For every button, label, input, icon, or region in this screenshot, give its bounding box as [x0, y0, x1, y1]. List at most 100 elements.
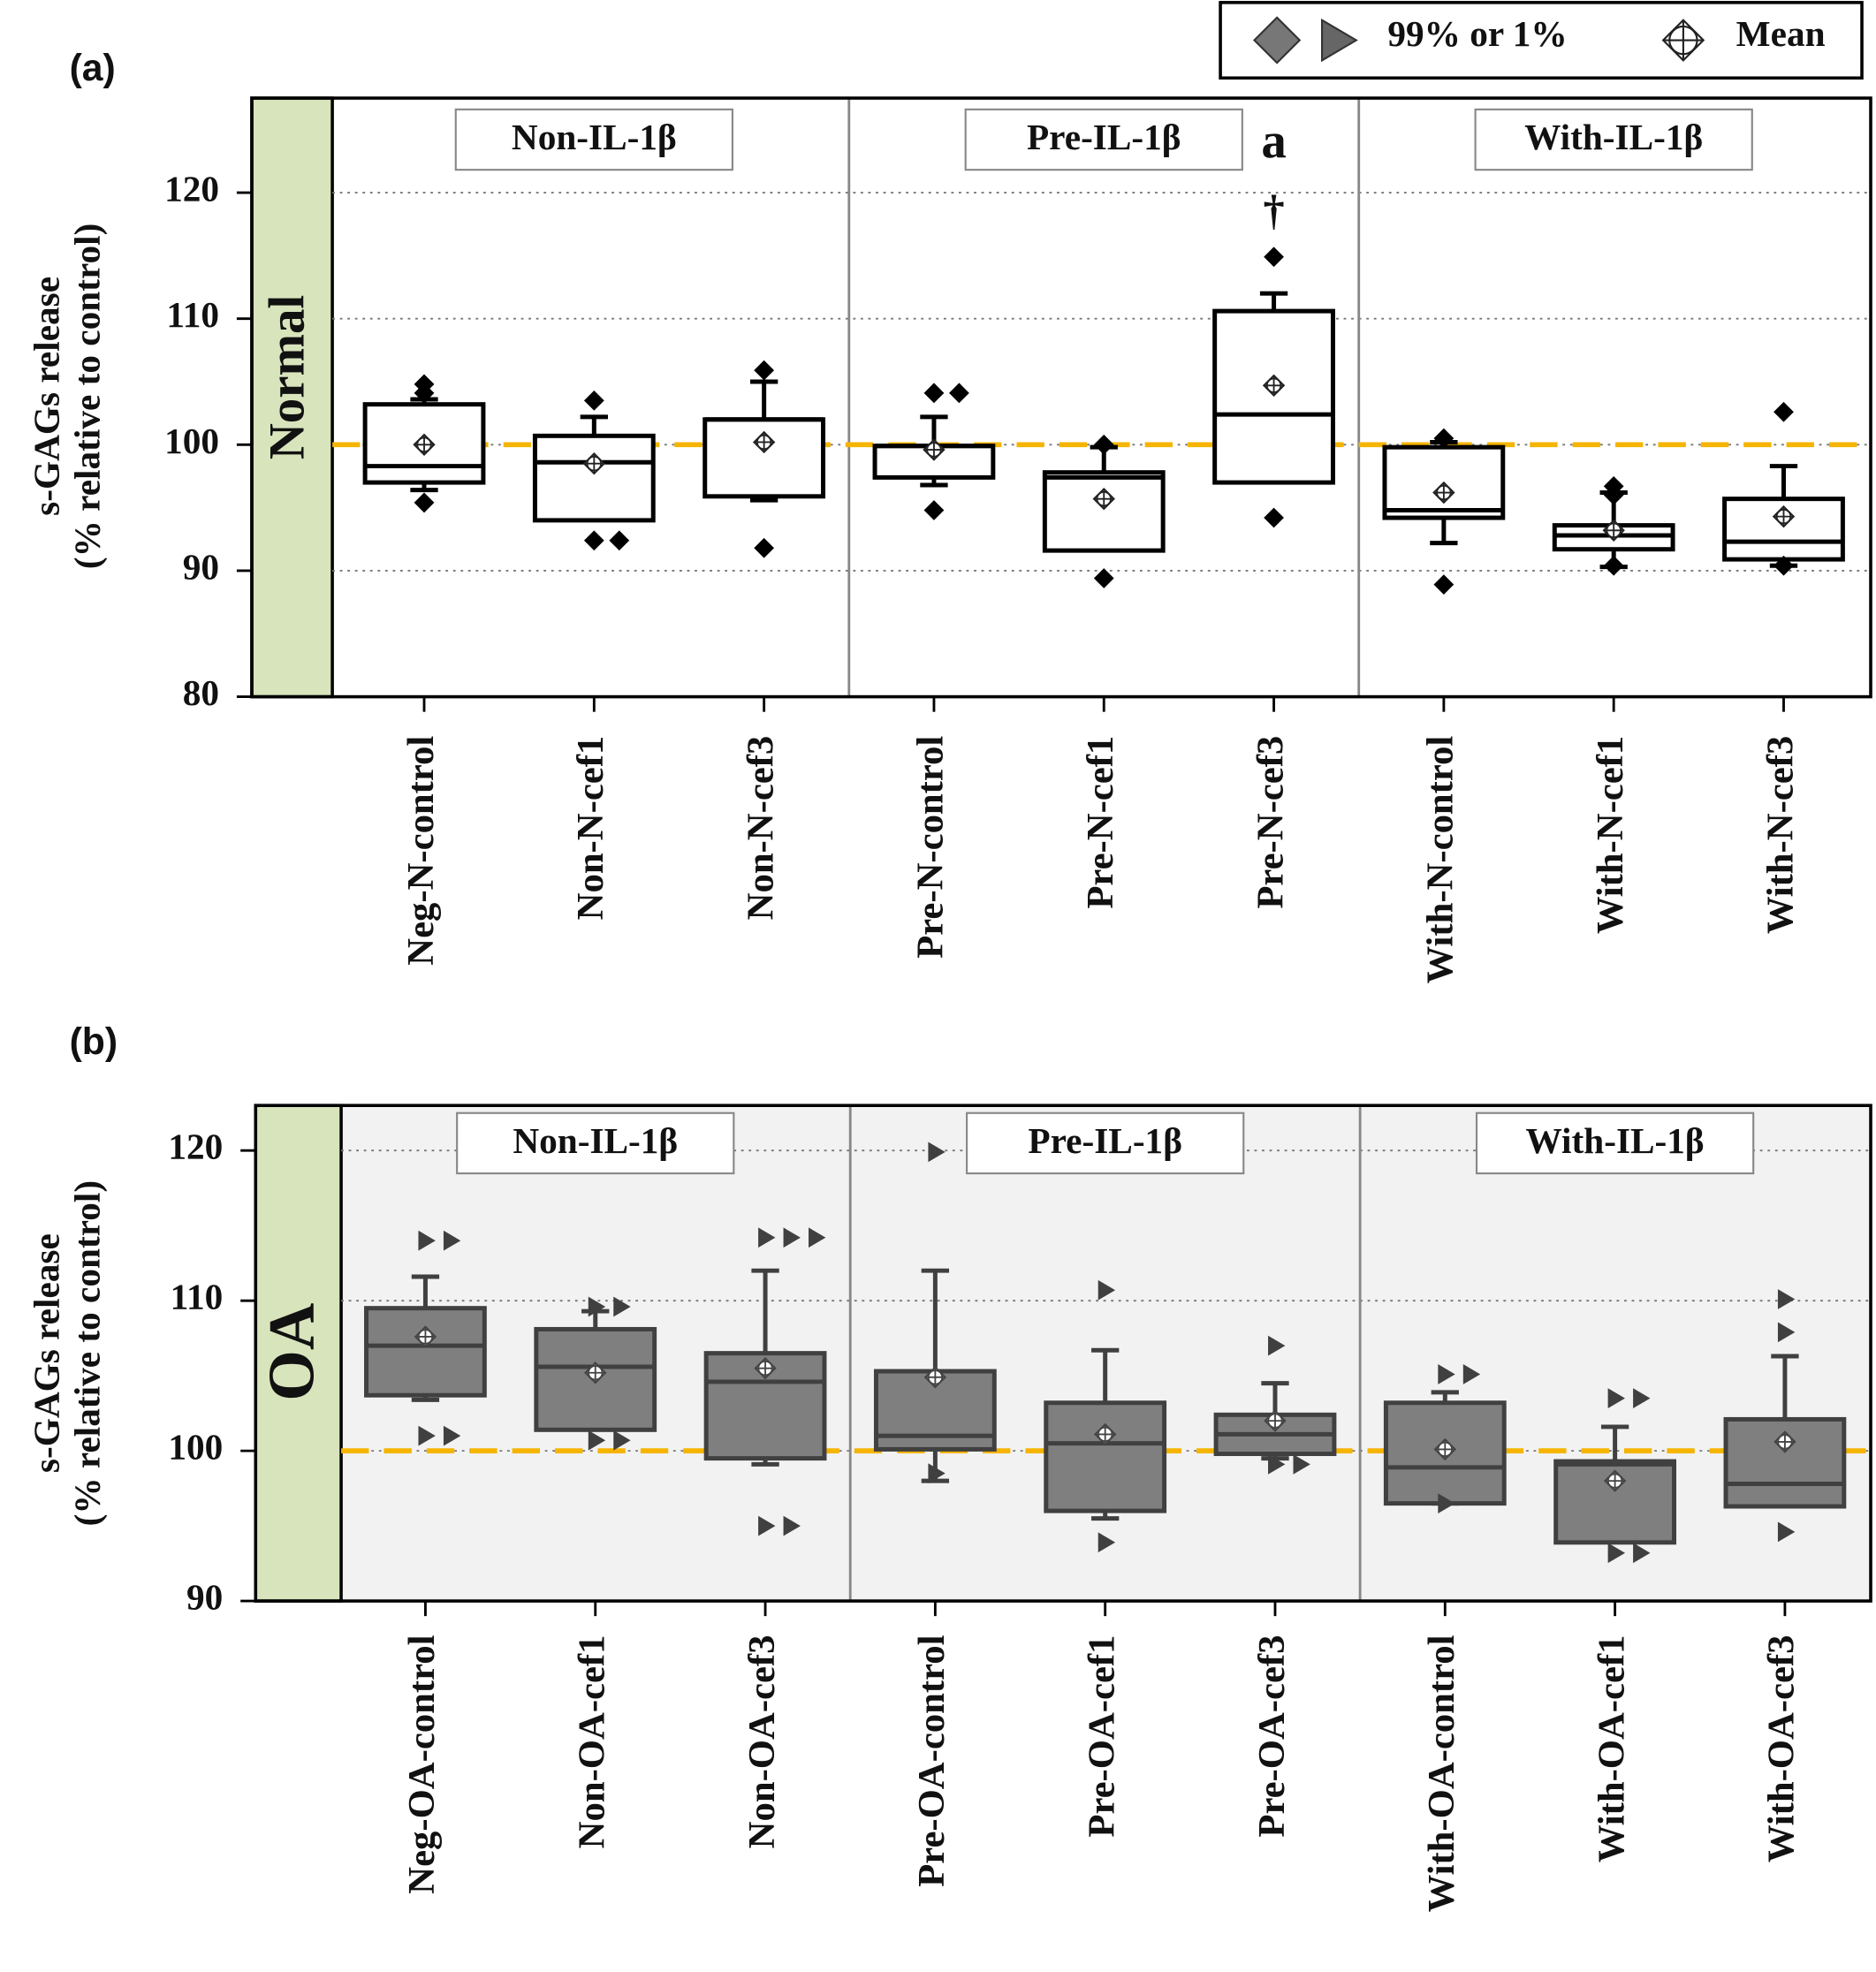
mean-marker [1093, 1422, 1117, 1446]
outlier [1603, 484, 1624, 505]
outlier [613, 1296, 631, 1317]
x-tick-label: With-N-cef3 [1759, 736, 1801, 934]
mean-marker [584, 1361, 607, 1384]
y-tick-label: 110 [171, 1277, 224, 1317]
side-label: Normal [260, 295, 315, 460]
outlier [1438, 1493, 1455, 1513]
outlier [1777, 1289, 1796, 1309]
mean-cross [1433, 482, 1454, 503]
mean-cross [1264, 375, 1284, 396]
mean-cross [1773, 506, 1794, 527]
outlier [1438, 1364, 1455, 1384]
panel-tag: (b) [70, 1020, 118, 1063]
outlier [1633, 1543, 1651, 1564]
mean-marker [1773, 1430, 1796, 1453]
mean-cross [755, 1358, 776, 1379]
plot-frame [254, 1104, 1872, 1603]
outlier [418, 1425, 436, 1446]
outlier [588, 1430, 606, 1451]
y-tick-label: 90 [186, 1577, 223, 1618]
x-tick-label: Neg-N-control [400, 736, 442, 966]
legend-label: 99% or 1% [1387, 13, 1567, 54]
mean-marker [414, 1325, 437, 1348]
x-tick-label: With-OA-cef1 [1591, 1635, 1632, 1863]
mean-marker [1433, 1437, 1456, 1461]
mean-cross [414, 434, 435, 455]
x-tick-label: Non-N-cef3 [740, 736, 781, 921]
box [872, 444, 996, 480]
y-axis-label: (% relative to control) [66, 1180, 108, 1527]
outlier [414, 492, 435, 513]
outlier [928, 1141, 946, 1163]
mean-marker [1264, 1409, 1287, 1432]
plot-background [251, 98, 1872, 697]
group-label-box [1474, 108, 1753, 171]
group-label: Pre-IL-1β [1027, 117, 1181, 157]
outlier [1777, 1322, 1796, 1343]
x-tick-label: With-N-cef1 [1590, 736, 1631, 934]
outlier [1268, 1335, 1286, 1356]
group-label-box [454, 108, 733, 171]
group-label-box [456, 1111, 735, 1175]
outlier [609, 530, 630, 551]
outlier [1293, 1454, 1310, 1475]
outlier [583, 530, 604, 551]
mean-marker [1603, 1469, 1627, 1492]
group-label-box [1475, 1111, 1755, 1175]
y-axis-label: (% relative to control) [66, 224, 108, 570]
outlier [758, 1515, 776, 1536]
mean-cross [585, 1362, 606, 1384]
mean-marker [752, 430, 776, 454]
mean-marker [413, 433, 436, 457]
mean-cross [1774, 1431, 1796, 1452]
annotation: a [1261, 113, 1286, 169]
mean-marker [923, 438, 946, 461]
mean-marker [1432, 481, 1455, 504]
outlier [928, 1463, 946, 1484]
outlier [1268, 1454, 1286, 1475]
x-tick-label: Non-N-cef1 [570, 736, 611, 921]
x-tick-label: Non-OA-cef1 [572, 1635, 613, 1849]
box [1042, 470, 1166, 553]
y-tick-label: 120 [164, 168, 219, 209]
group-label-box [964, 108, 1243, 171]
mean-cross [923, 439, 945, 460]
x-tick-label: Neg-OA-control [401, 1634, 443, 1893]
outlier [1433, 428, 1454, 449]
mean-cross [583, 453, 604, 474]
outlier [758, 1227, 776, 1248]
legend-triangle [1321, 18, 1358, 63]
group-label: Non-IL-1β [512, 117, 677, 157]
outlier [418, 1230, 436, 1251]
side-panel [250, 96, 334, 699]
outlier [443, 1425, 461, 1446]
legend-mean [1661, 19, 1705, 62]
legend-label: Mean [1736, 13, 1826, 54]
mean-marker [1092, 487, 1115, 511]
outlier [1633, 1388, 1651, 1409]
legend-mean-cross [1663, 19, 1704, 61]
y-tick-label: 90 [183, 546, 219, 587]
outlier [1777, 1521, 1796, 1543]
outlier [414, 374, 435, 395]
y-axis-label: s-GAGs release [27, 277, 67, 516]
side-panel [254, 1104, 343, 1603]
y-tick-label: 80 [183, 672, 219, 713]
x-tick-label: Non-OA-cef3 [741, 1635, 783, 1849]
mean-marker [1262, 374, 1286, 397]
x-tick-label: Pre-N-control [910, 736, 952, 959]
x-tick-label: Pre-OA-control [911, 1634, 953, 1886]
group-label: Non-IL-1β [513, 1120, 678, 1161]
panel-tag: (a) [70, 47, 116, 89]
mean-cross [1095, 1424, 1116, 1445]
mean-cross [1434, 1439, 1455, 1460]
outlier [613, 1430, 631, 1451]
y-tick-label: 100 [164, 421, 219, 461]
outlier [1607, 1543, 1625, 1564]
y-axis-label: s-GAGs release [27, 1233, 67, 1473]
plot-frame [250, 96, 1872, 699]
y-tick-label: 100 [168, 1427, 223, 1468]
y-tick-label: 120 [168, 1126, 223, 1167]
x-tick-label: Pre-OA-cef3 [1251, 1635, 1293, 1838]
mean-marker [923, 1366, 947, 1389]
